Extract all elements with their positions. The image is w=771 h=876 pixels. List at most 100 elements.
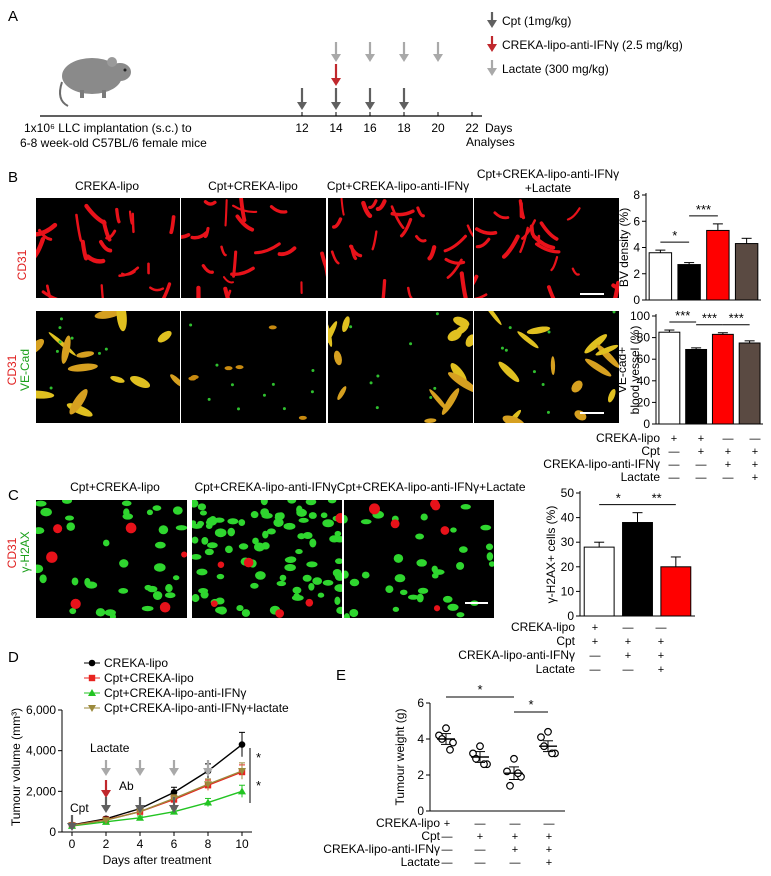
vessel [399, 217, 413, 238]
micrograph-h2ax [36, 500, 187, 618]
lactate-arrow-head [399, 54, 409, 62]
nucleus [144, 584, 152, 591]
nucleus [344, 570, 349, 579]
chart-tumour-volume: 0 2,000 4,000 6,000 0 2 4 6 8 10 Days after treatm… [9, 656, 289, 867]
speck [500, 346, 504, 350]
vessel [224, 199, 228, 227]
nucleus [486, 552, 494, 561]
vessel [502, 415, 525, 423]
speck [409, 342, 413, 346]
data-point [476, 742, 484, 751]
vessel [181, 233, 191, 239]
nucleus [305, 500, 317, 506]
micrographs-vecad-row [36, 311, 619, 423]
y-tick-label: 100 [630, 309, 650, 323]
matrix-row-label: Lactate [401, 855, 441, 869]
speck [429, 395, 433, 399]
micrograph-vecad [181, 311, 326, 423]
matrix-row-label: CREKA-lipo [596, 431, 660, 445]
vessel [482, 311, 502, 326]
nucleus [385, 585, 394, 593]
speck [282, 407, 286, 411]
nucleus [309, 538, 317, 548]
vessel [361, 200, 373, 219]
vessel [532, 234, 556, 250]
ab-arrow [331, 64, 341, 86]
bar [734, 243, 759, 301]
group-matrix-e: CREKA-lipo + — — —Cpt — + + +CREKA-lipo-anti-IFN… [323, 816, 554, 869]
legend-arrow [487, 60, 497, 76]
vessel [75, 213, 83, 242]
matrix-mark: + [671, 433, 677, 445]
c-label-h2ax: γ-H2AX [18, 531, 32, 572]
matrix-mark: + [625, 650, 631, 662]
matrix-mark: + [698, 433, 704, 445]
nucleus [172, 575, 180, 581]
matrix-mark: — [623, 664, 634, 676]
nucleus [361, 571, 370, 579]
matrix-mark: — [590, 650, 601, 662]
y-tick-label: 0 [567, 609, 574, 623]
nucleus [312, 577, 323, 585]
matrix-row-label: CREKA-lipo-anti-IFNγ [458, 648, 575, 662]
cpt-arrow-head [135, 805, 145, 813]
series-1 [68, 764, 246, 829]
lactate-arrow [331, 42, 341, 62]
nucleus [344, 613, 350, 618]
speck [97, 351, 101, 355]
data-point [170, 789, 178, 796]
vessel [159, 602, 171, 613]
chart-tumour-weight: 0 2 4 6 Tumour weight (g) * * [393, 682, 565, 818]
vessel [431, 501, 441, 511]
y-tick-label: 6 [633, 214, 640, 228]
vessel [585, 358, 612, 377]
vessel [526, 326, 551, 335]
legend-label: Cpt+CREKA-lipo [104, 671, 194, 685]
y-tick-label: 20 [561, 560, 575, 574]
matrix-mark: — [696, 472, 707, 484]
speck [369, 381, 373, 385]
vessel [201, 264, 214, 274]
bar [685, 348, 708, 425]
vessel [36, 338, 45, 354]
data-point [480, 760, 488, 769]
matrix-mark: — [475, 818, 486, 830]
group-matrix-b: CREKA-lipo + + — —Cpt — + + +CREKA-lipo-anti-IFN… [543, 431, 760, 484]
micrograph-vecad-bg [36, 311, 180, 423]
vessel [190, 230, 209, 240]
vessel [224, 366, 233, 371]
nucleus [349, 578, 360, 587]
nucleus [296, 505, 303, 515]
y-tick-label: 40 [637, 374, 651, 388]
data-point [204, 798, 212, 806]
nucleus [69, 607, 77, 615]
group-matrix-c: CREKA-lipo + — — Cpt + + + CREKA-lipo-anti-IFNγ —… [458, 620, 666, 676]
cpt-arrow [331, 88, 341, 110]
matrix-mark: — [475, 857, 486, 869]
nucleus [260, 500, 268, 506]
nucleus [317, 592, 325, 598]
nucleus [36, 527, 45, 535]
vessel [474, 274, 479, 286]
day-tick-label: 14 [329, 121, 343, 135]
nucleus [459, 546, 468, 553]
vessel [243, 557, 254, 568]
bar [738, 342, 761, 425]
lactate-arrow-head [101, 768, 111, 776]
matrix-mark: + [725, 459, 731, 471]
vessel [69, 388, 88, 415]
nucleus [266, 528, 276, 535]
row-label-cd31: CD31 [15, 249, 29, 280]
nucleus [196, 568, 208, 576]
day-tick-label: 16 [363, 121, 377, 135]
vessel [94, 311, 120, 319]
vessel [181, 551, 187, 558]
implant-line-1: 1x10⁶ LLC implantation (s.c.) to [24, 121, 192, 135]
x-tick-label: 0 [69, 837, 76, 851]
cpt-arrow [101, 797, 111, 813]
y-tick-label: 8 [633, 188, 640, 202]
data-point [238, 787, 246, 795]
nucleus [201, 537, 209, 545]
